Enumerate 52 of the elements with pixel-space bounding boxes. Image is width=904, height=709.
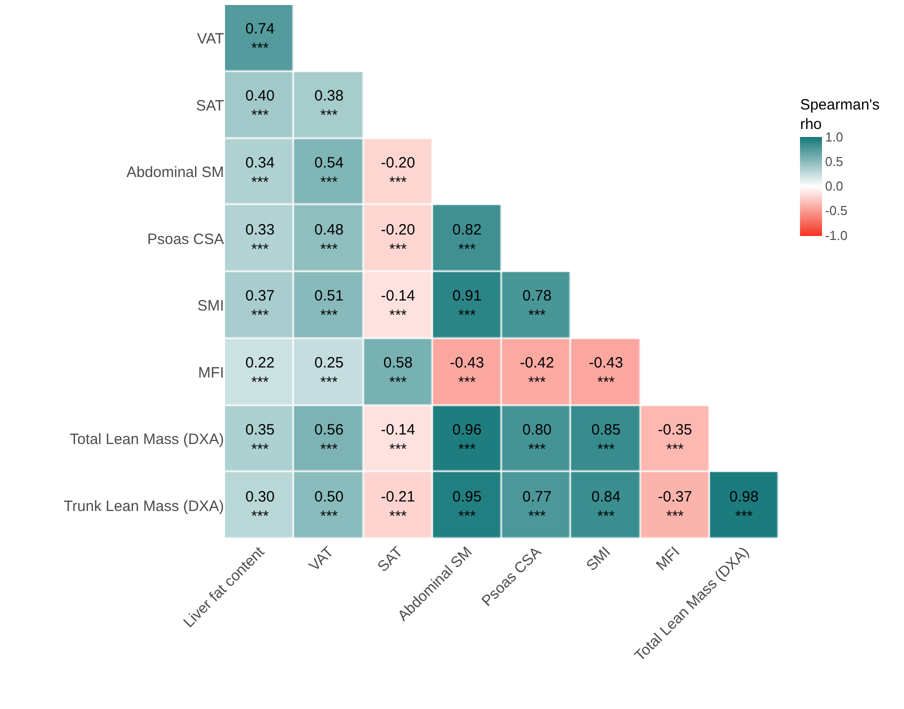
data-label: 0.54 *** — [314, 154, 344, 191]
data-label: 0.58 *** — [383, 354, 413, 391]
y-tick-label: Trunk Lean Mass (DXA) — [64, 498, 224, 515]
data-label: -0.20 *** — [380, 154, 416, 191]
data-label: 0.48 *** — [314, 222, 344, 258]
data-label: -0.14 *** — [380, 288, 416, 324]
x-tick-label: MFI — [652, 544, 684, 574]
data-label: 0.84 *** — [591, 488, 621, 525]
data-label: 0.30 *** — [245, 488, 275, 525]
y-tick-label: Abdominal SM — [126, 164, 224, 182]
data-label: 0.74 *** — [245, 20, 275, 57]
data-label: 0.77 *** — [522, 488, 552, 525]
data-label: -0.20 *** — [380, 222, 416, 258]
data-label: 0.78 *** — [522, 288, 552, 324]
y-tick-label: Psoas CSA — [147, 230, 224, 248]
color-bar-label: -0.5 — [825, 203, 848, 218]
data-label: 0.95 *** — [452, 488, 482, 525]
data-label: 0.85 *** — [591, 422, 621, 458]
data-label: 0.37 *** — [245, 288, 275, 324]
data-label: 0.33 *** — [245, 222, 275, 258]
data-label: 0.50 *** — [314, 488, 344, 525]
data-label: -0.42 *** — [520, 354, 554, 391]
data-label: -0.35 *** — [658, 422, 692, 458]
color-bar-label: -1.0 — [825, 228, 848, 243]
data-label: 0.40 *** — [245, 88, 275, 124]
data-label: 0.96 *** — [452, 422, 482, 458]
data-label: -0.37 *** — [658, 488, 692, 525]
data-label: 0.35 *** — [245, 422, 275, 458]
y-tick-label: MFI — [198, 364, 224, 382]
x-tick-label: VAT — [306, 544, 338, 575]
data-label: 0.25 *** — [314, 354, 344, 391]
data-label: -0.21 *** — [380, 488, 416, 525]
data-label: 0.51 *** — [314, 288, 344, 324]
y-tick-label: SMI — [197, 298, 224, 315]
color-bar-label: 0.0 — [825, 178, 844, 194]
data-label: 0.34 *** — [245, 154, 275, 191]
y-tick-label: VAT — [197, 30, 224, 48]
data-label: 0.38 *** — [314, 88, 344, 124]
data-label: 0.80 *** — [522, 422, 552, 458]
data-label: 0.56 *** — [314, 422, 344, 458]
data-label: -0.14 *** — [380, 422, 416, 458]
x-tick-label: SAT — [374, 544, 406, 576]
y-tick-label: SAT — [196, 97, 224, 114]
data-label: 0.82 *** — [452, 222, 482, 258]
x-tick-label: SMI — [583, 544, 614, 574]
data-label: 0.22 *** — [245, 354, 275, 391]
data-label: -0.43 *** — [588, 354, 624, 391]
data-label: 0.91 *** — [452, 288, 482, 324]
data-label: 0.98 *** — [729, 488, 759, 525]
color-bar-label: 0.5 — [825, 154, 844, 169]
data-label: -0.43 *** — [450, 354, 484, 391]
y-tick-label: Total Lean Mass (DXA) — [70, 431, 224, 448]
